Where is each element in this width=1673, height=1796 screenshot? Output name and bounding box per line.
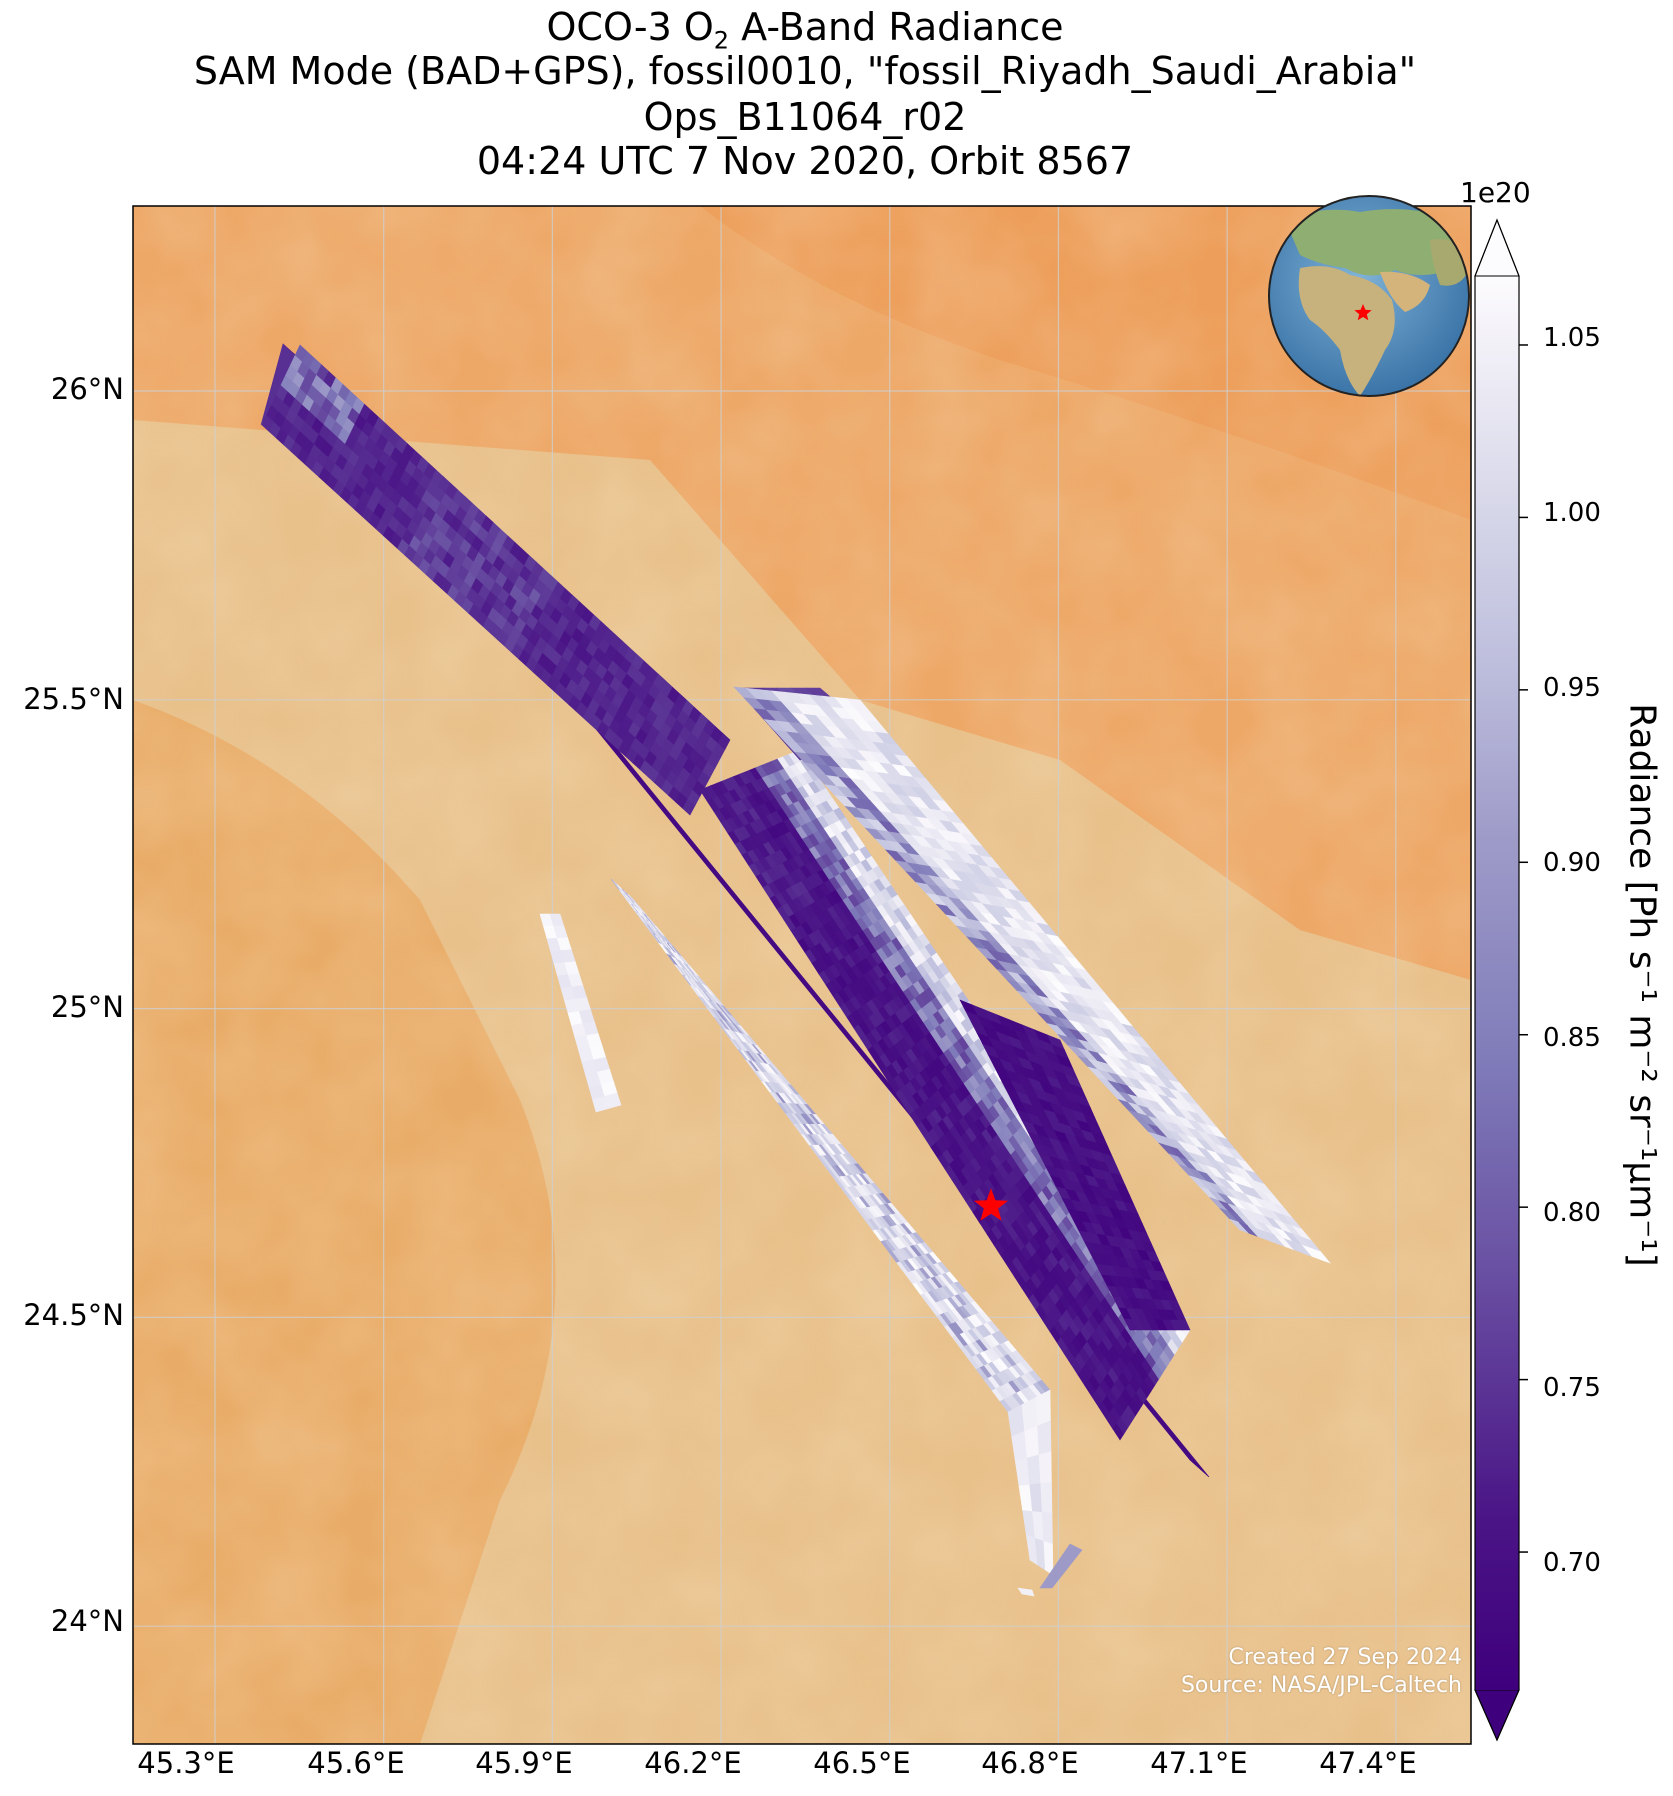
globe-arabia xyxy=(1380,271,1430,312)
radiance-swaths xyxy=(260,343,1331,1597)
lon-label-45-9: 45.9°E xyxy=(475,1746,573,1780)
radiance-sounding xyxy=(1177,1319,1191,1331)
lat-label-24: 24°N xyxy=(50,1604,124,1638)
credit-created: Created 27 Sep 2024 xyxy=(1228,1645,1463,1670)
globe-inset xyxy=(1268,195,1470,397)
title-line-3: Ops_B11064_r02 xyxy=(643,95,967,139)
radiance-sounding xyxy=(1039,1565,1068,1589)
radiance-sounding xyxy=(1041,1512,1053,1545)
title-line-2: SAM Mode (BAD+GPS), fossil0010, "fossil_… xyxy=(193,49,1417,93)
swath-7-bit xyxy=(1017,1587,1035,1597)
swath-4-tail xyxy=(1007,1389,1054,1576)
colorbar-tick-0-95: 0.95 xyxy=(1543,673,1601,703)
lon-label-46-8: 46.8°E xyxy=(981,1746,1079,1780)
lon-label-46-2: 46.2°E xyxy=(644,1746,742,1780)
radiance-sounding xyxy=(1017,1587,1035,1597)
swath-5-sliver xyxy=(539,913,622,1113)
colorbar-tick-0-70: 0.70 xyxy=(1543,1548,1601,1578)
swath-1-northwest xyxy=(261,344,731,816)
lon-label-46-5: 46.5°E xyxy=(813,1746,911,1780)
colorbar-extend-low xyxy=(1474,1689,1520,1742)
lon-label-45-3: 45.3°E xyxy=(137,1746,235,1780)
radiance-sounding xyxy=(1043,1540,1054,1576)
radiance-sounding xyxy=(604,1092,622,1109)
radiance-sounding xyxy=(1026,1454,1041,1486)
colorbar xyxy=(1474,218,1528,1742)
radiance-sounding xyxy=(1024,1425,1040,1459)
colorbar-tick-0-75: 0.75 xyxy=(1543,1373,1601,1403)
map-frame xyxy=(132,205,1472,1745)
radiance-sounding xyxy=(717,732,731,750)
title-line-4: 04:24 UTC 7 Nov 2020, Orbit 8567 xyxy=(476,139,1134,183)
credit-source: Source: NASA/JPL-Caltech xyxy=(1180,1673,1462,1698)
lat-label-25-5: 25.5°N xyxy=(23,682,124,716)
lat-label-26: 26°N xyxy=(50,372,124,406)
radiance-sounding xyxy=(1310,1247,1331,1264)
radiance-sounding xyxy=(1040,1482,1053,1514)
colorbar-tick-1-00: 1.00 xyxy=(1543,498,1601,528)
globe-africa xyxy=(1298,266,1395,396)
swath-4-southwest xyxy=(610,878,1051,1413)
colorbar-tick-0-90: 0.90 xyxy=(1543,848,1601,878)
colorbar-exponent: 1e20 xyxy=(1460,176,1531,209)
title-line-1: OCO-3 O2 A-Band Radiance xyxy=(546,5,1064,55)
colorbar-tick-1-05: 1.05 xyxy=(1543,323,1601,353)
lon-label-47-1: 47.1°E xyxy=(1150,1746,1248,1780)
swath-core xyxy=(959,999,1191,1331)
colorbar-label: Radiance [Ph s⁻¹ m⁻² sr⁻¹μm⁻¹] xyxy=(1621,703,1663,1267)
target-star-marker xyxy=(973,1188,1009,1221)
colorbar-tick-0-85: 0.85 xyxy=(1543,1023,1601,1053)
lon-label-45-6: 45.6°E xyxy=(307,1746,405,1780)
map-area xyxy=(133,206,1471,1744)
radiance-sounding xyxy=(1037,1420,1052,1456)
colorbar-ramp xyxy=(1475,276,1519,1690)
colorbar-tick-0-80: 0.80 xyxy=(1543,1198,1601,1228)
lat-label-24-5: 24.5°N xyxy=(23,1298,124,1332)
lon-label-47-4: 47.4°E xyxy=(1319,1746,1417,1780)
colorbar-extend-high xyxy=(1474,218,1520,277)
globe-europe xyxy=(1285,209,1454,276)
swath-6-bit xyxy=(1039,1543,1083,1589)
colorbar-tick-marks xyxy=(1519,344,1528,1553)
lat-label-25: 25°N xyxy=(50,990,124,1024)
radiance-sounding xyxy=(1038,1451,1052,1484)
globe-target-star xyxy=(1354,304,1372,321)
swath-3-east xyxy=(733,686,1331,1264)
